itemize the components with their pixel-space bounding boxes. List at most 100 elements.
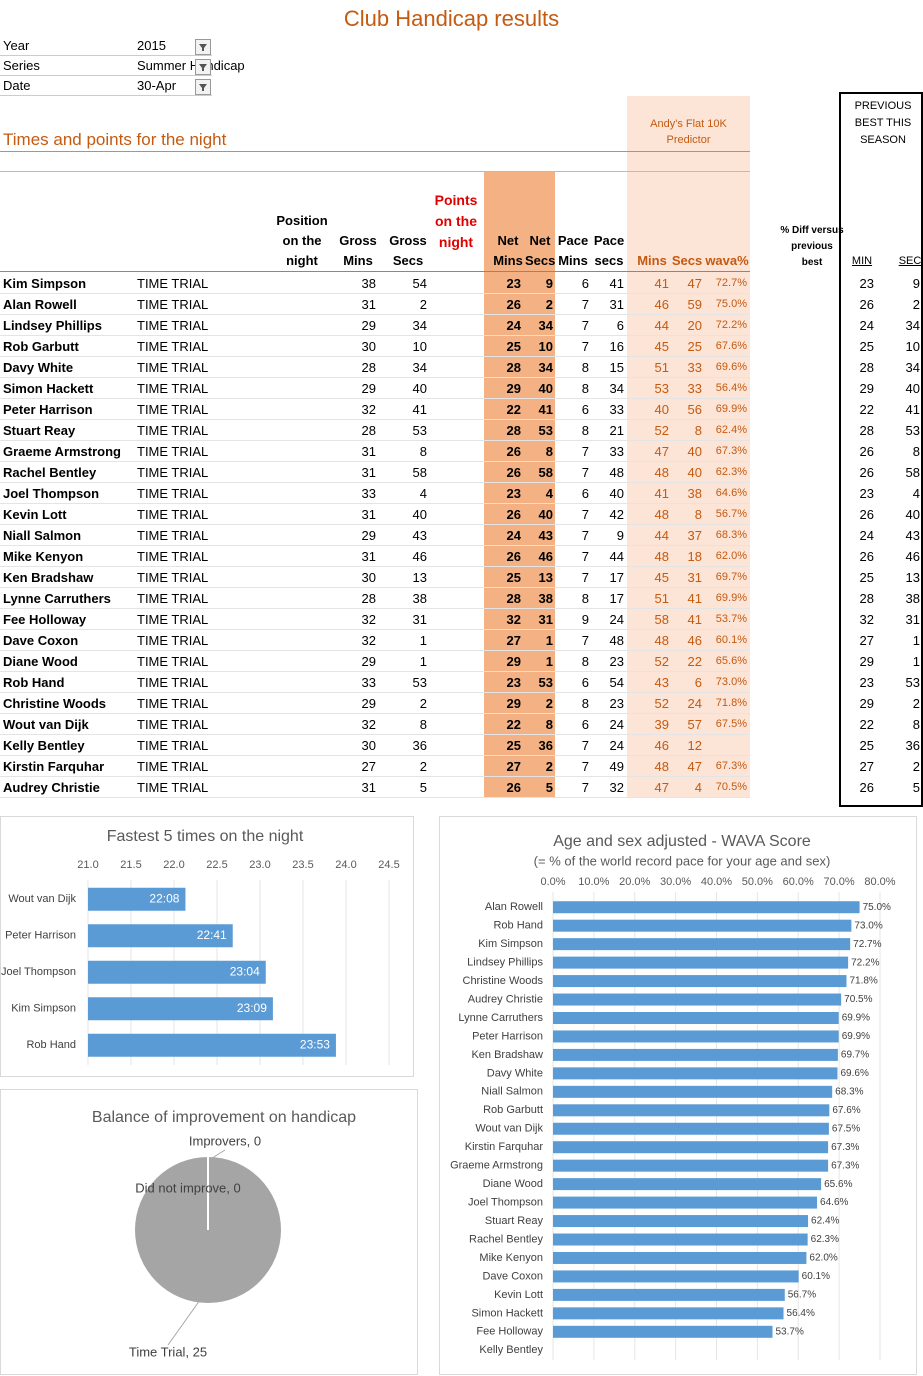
table-cell: 6 [581, 486, 589, 501]
row-rule [0, 713, 750, 714]
table-cell: 33 [361, 486, 376, 501]
table-cell: 58 [412, 465, 427, 480]
row-rule [0, 419, 750, 420]
table-cell: 33 [687, 381, 702, 396]
table-cell: 30 [361, 738, 376, 753]
table-cell: 4 [912, 486, 920, 501]
table-cell: TIME TRIAL [137, 423, 209, 438]
table-cell: 31 [412, 612, 427, 627]
table-cell: 6 [581, 402, 589, 417]
page-title: Club Handicap results [343, 6, 560, 31]
table-cell: 26 [506, 297, 521, 312]
bar [553, 938, 851, 951]
table-cell: TIME TRIAL [137, 570, 209, 585]
table-cell: 48 [609, 465, 624, 480]
bar [553, 1030, 839, 1043]
table-cell: 32 [361, 633, 376, 648]
table-cell: Rob Hand [3, 675, 65, 690]
table-cell: 38 [905, 591, 920, 606]
table-cell: 69.6% [715, 361, 747, 373]
table-cell: 8 [581, 381, 589, 396]
table-cell: 28 [361, 360, 376, 375]
y-tick-label: Audrey Christie [468, 993, 543, 1005]
table-cell: 46 [654, 297, 669, 312]
table-cell: 5 [419, 780, 427, 795]
column-header: Gross Secs [389, 233, 427, 268]
table-cell: 7 [581, 507, 589, 522]
table-cell: 24 [506, 528, 521, 543]
table-cell: 73.0% [715, 676, 747, 688]
table-cell: 34 [538, 360, 553, 375]
table-cell: 2 [545, 696, 553, 711]
table-cell: 4 [694, 780, 702, 795]
table-cell: 26 [859, 780, 874, 795]
table-cell: 7 [581, 759, 589, 774]
table-cell: 29 [361, 318, 376, 333]
table-cell: 25 [506, 339, 521, 354]
data-label: Did not improve, 0 [135, 1180, 241, 1195]
bar [553, 956, 849, 969]
table-cell: 28 [859, 423, 874, 438]
table-cell: 9 [912, 276, 920, 291]
table-cell: TIME TRIAL [137, 297, 209, 312]
y-tick-label: Rachel Bentley [469, 1233, 543, 1245]
y-tick-label: Simon Hackett [471, 1307, 543, 1319]
table-cell: TIME TRIAL [137, 276, 209, 291]
filter-button[interactable] [195, 79, 211, 95]
table-cell: 2 [419, 297, 427, 312]
chart-title: Age and sex adjusted - WAVA Score [553, 833, 811, 850]
table-cell: Niall Salmon [3, 528, 82, 543]
table-cell: 37 [687, 528, 702, 543]
bar [553, 1270, 799, 1283]
column-header: Mins [637, 253, 667, 268]
header-bottom-rule [0, 271, 750, 272]
row-rule [0, 608, 750, 609]
row-rule [0, 629, 750, 630]
row-rule [0, 440, 750, 441]
y-tick-label: Kim Simpson [478, 938, 543, 950]
row-rule [0, 356, 750, 357]
table-cell: 71.8% [715, 697, 747, 709]
table-cell: Lynne Carruthers [3, 591, 111, 606]
data-label: 69.9% [842, 1013, 870, 1024]
table-cell: Lindsey Phillips [3, 318, 102, 333]
table-cell: 21 [609, 423, 624, 438]
table-cell: 32 [361, 612, 376, 627]
table-cell: 27 [361, 759, 376, 774]
filter-button[interactable] [195, 59, 211, 75]
x-tick-label: 80.0% [864, 876, 895, 888]
bar [553, 993, 842, 1006]
table-cell: 8 [581, 591, 589, 606]
chart-subtitle: (= % of the world record pace for your a… [534, 853, 831, 868]
table-cell: 34 [538, 318, 553, 333]
data-label: 69.7% [841, 1050, 869, 1061]
table-cell: 43 [412, 528, 427, 543]
table-cell: 10 [412, 339, 427, 354]
x-tick-label: 30.0% [660, 876, 691, 888]
table-cell: 8 [694, 507, 702, 522]
table-cell: 2 [419, 759, 427, 774]
leader-line [167, 1299, 201, 1346]
section-rule [0, 151, 750, 152]
table-cell: TIME TRIAL [137, 549, 209, 564]
table-cell: 8 [912, 444, 920, 459]
bar [88, 887, 186, 911]
table-cell: 7 [581, 633, 589, 648]
filter-value: 30-Apr [137, 78, 177, 93]
filter-value: 2015 [137, 38, 166, 53]
data-label: 67.3% [831, 1160, 859, 1171]
data-label: 71.8% [849, 976, 877, 987]
table-cell: 43 [654, 675, 669, 690]
column-header: Pace secs [593, 233, 625, 268]
table-cell: 53 [538, 675, 553, 690]
y-tick-label: Stuart Reay [485, 1215, 544, 1227]
bar [553, 1085, 833, 1098]
data-label: 22:41 [197, 928, 227, 942]
table-cell: 32 [609, 780, 624, 795]
data-label: 62.3% [811, 1234, 839, 1245]
filter-button[interactable] [195, 39, 211, 55]
table-cell: 2 [912, 759, 920, 774]
table-cell: 38 [687, 486, 702, 501]
table-cell: 29 [859, 654, 874, 669]
